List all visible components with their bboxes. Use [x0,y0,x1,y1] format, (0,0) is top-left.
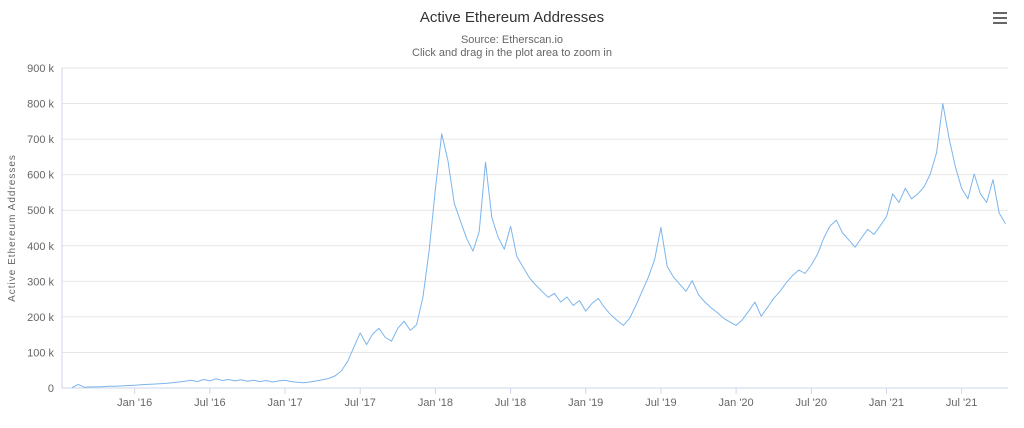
chart-title: Active Ethereum Addresses [419,9,605,26]
y-tick-label: 300 k [27,276,54,288]
x-tick-label: Jul '18 [495,397,526,409]
x-tick-label: Jan '18 [418,397,453,409]
chart-zoom-hint: Click and drag in the plot area to zoom … [412,47,612,59]
hamburger-icon [993,12,1007,14]
y-tick-label: 400 k [27,241,54,253]
series-line [71,103,1006,389]
chart-source: Source: Etherscan.io [460,34,564,46]
y-tick-label: 200 k [27,312,54,324]
hamburger-icon [993,22,1007,24]
y-tick-label: 600 k [27,170,54,182]
y-tick-label: 800 k [27,99,54,111]
hamburger-icon [993,17,1007,19]
y-tick-label: 0 [48,383,54,395]
x-tick-label: Jul '17 [344,397,375,409]
y-tick-label: 500 k [27,205,54,217]
y-tick-label: 700 k [27,134,54,146]
x-tick-label: Jul '20 [796,397,827,409]
x-tick-label: Jan '17 [267,397,302,409]
x-tick-label: Jan '21 [869,397,904,409]
y-tick-label: 100 k [27,347,54,359]
y-tick-label: 900 k [27,63,54,75]
chart-context-menu-button[interactable] [988,8,1012,28]
x-tick-label: Jan '19 [568,397,603,409]
x-tick-label: Jul '19 [645,397,676,409]
x-tick-label: Jul '16 [194,397,225,409]
x-tick-label: Jan '16 [117,397,152,409]
x-tick-label: Jan '20 [719,397,754,409]
y-axis-title: Active Ethereum Addresses [7,154,18,302]
x-tick-label: Jul '21 [946,397,977,409]
